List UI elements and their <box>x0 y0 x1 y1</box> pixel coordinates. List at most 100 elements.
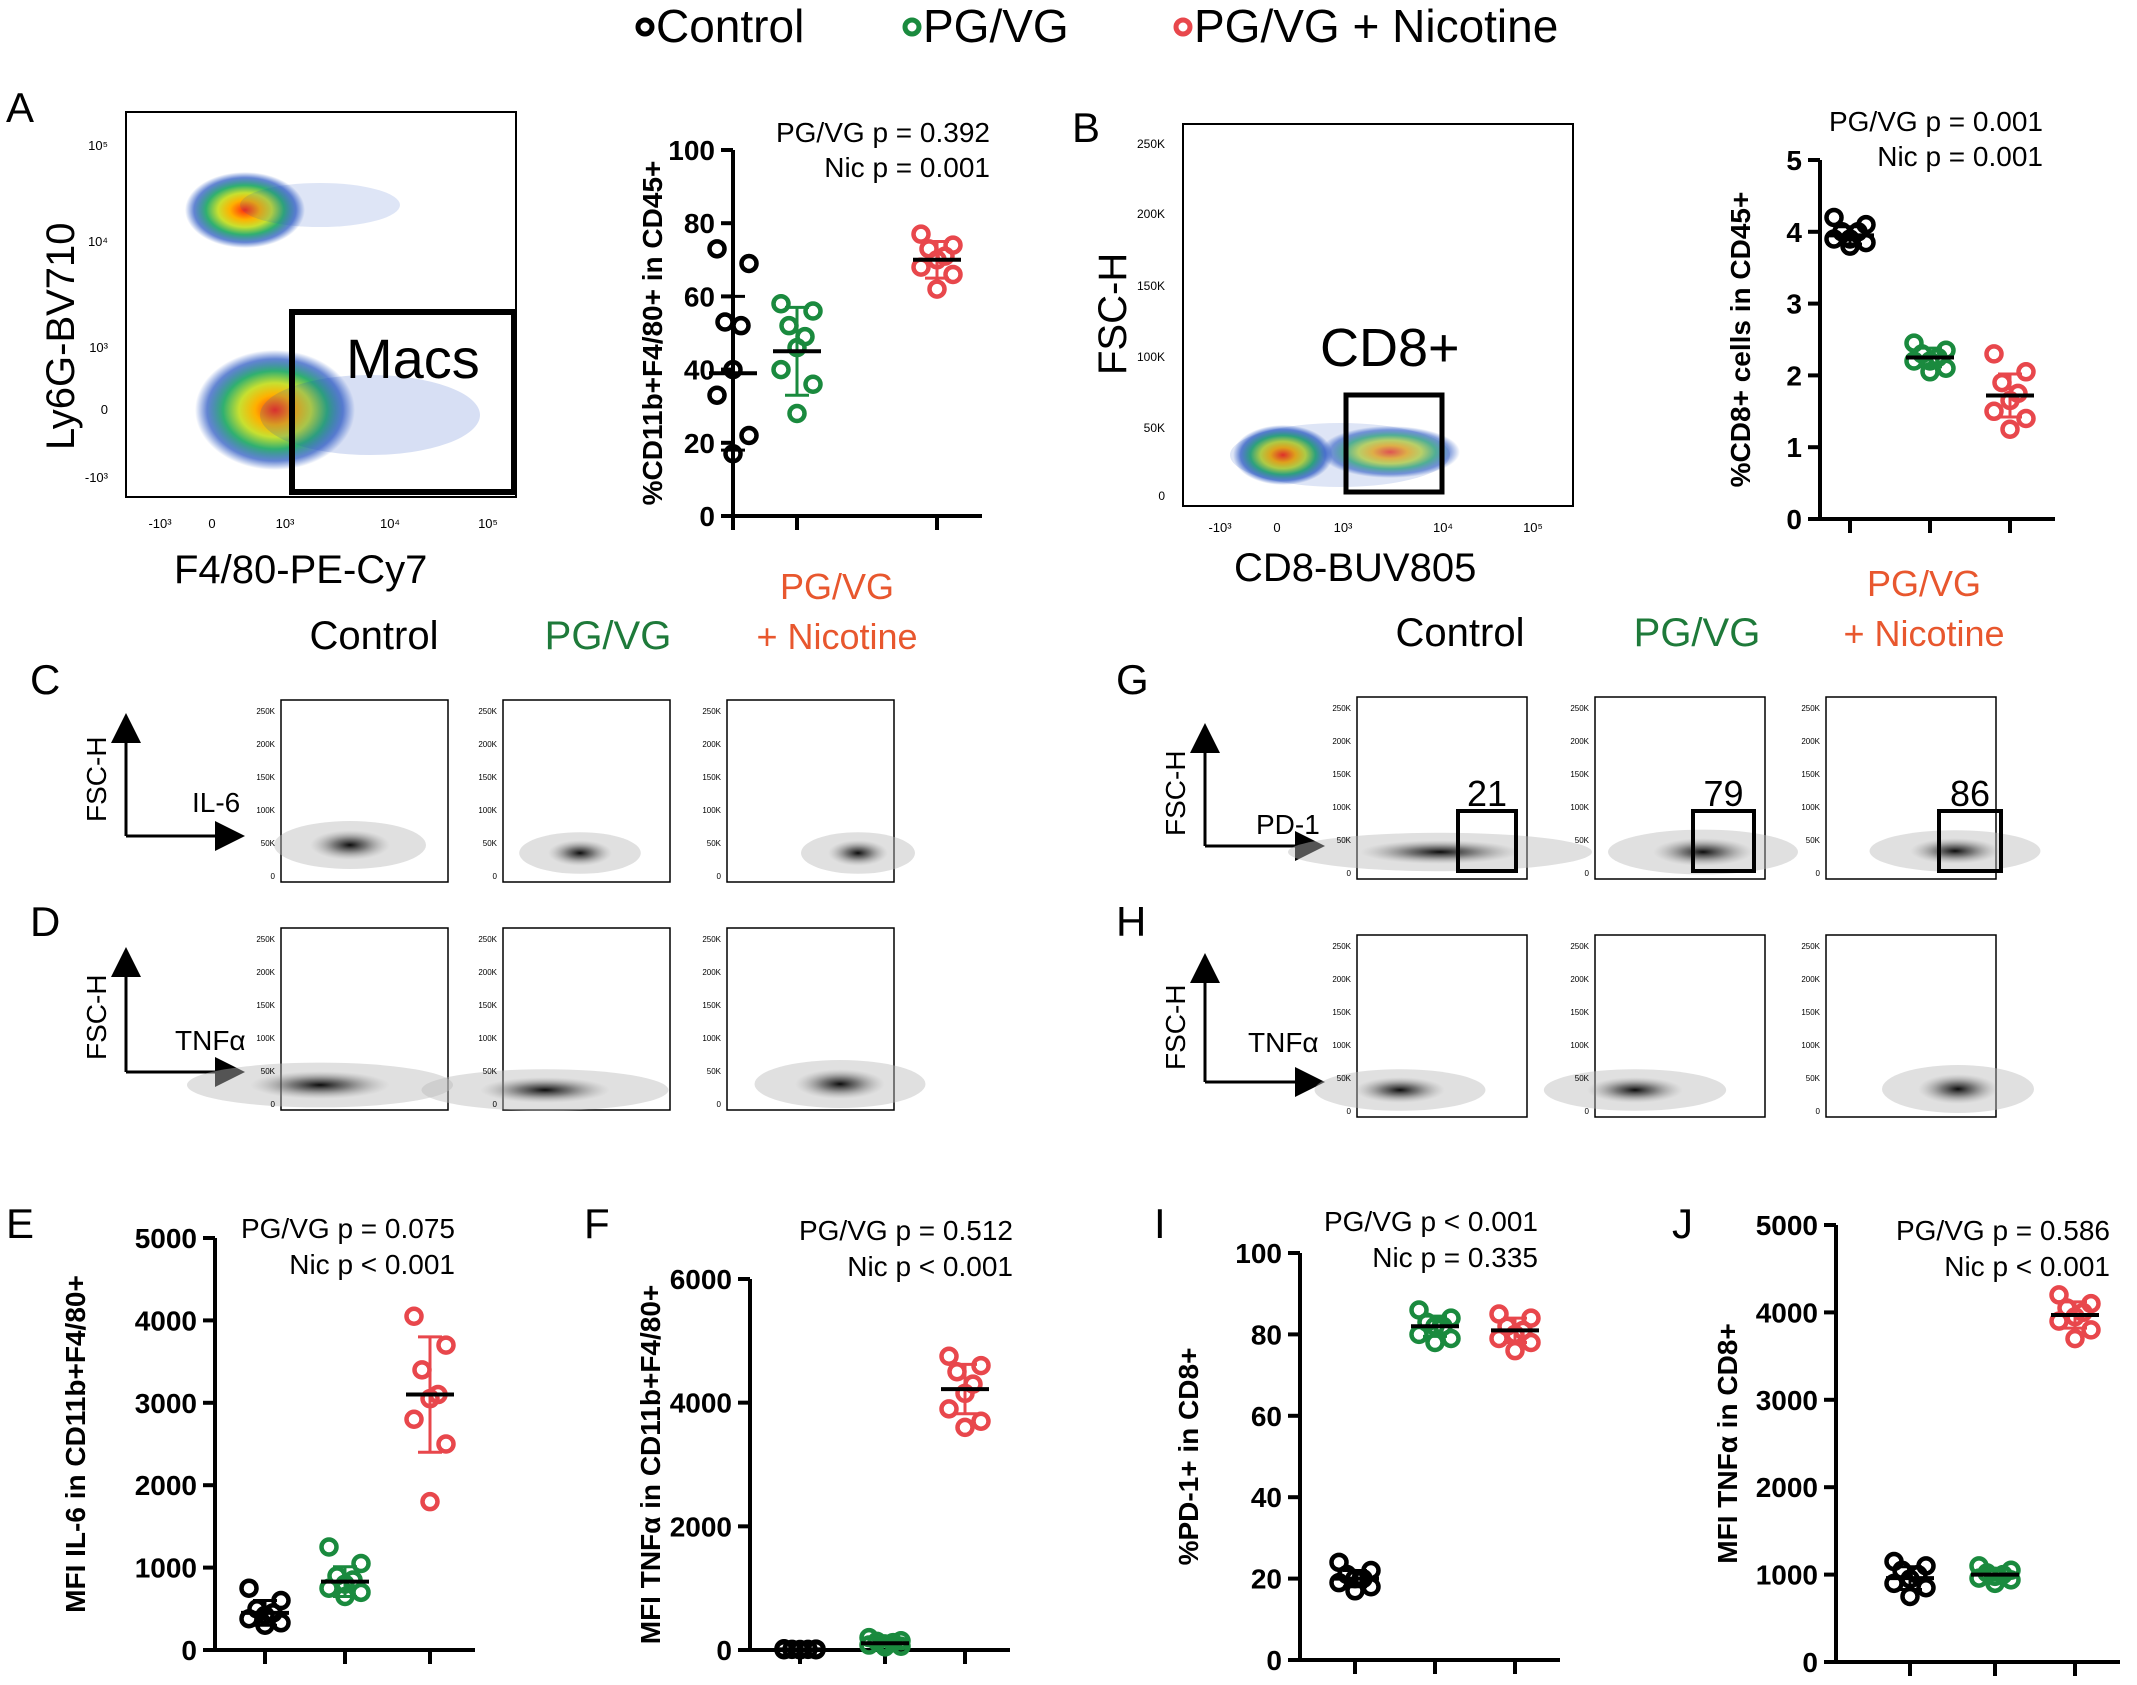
y-tick-label: 40 <box>1251 1482 1282 1513</box>
data-point <box>2016 362 2036 382</box>
mini-ytick: 150K <box>256 773 275 782</box>
panel-a-xlabel: F4/80-PE-Cy7 <box>174 548 427 592</box>
mini-ytick: 100K <box>1801 1041 1820 1050</box>
mini-ytick: 100K <box>478 1034 497 1043</box>
mini-plot-g: 250K 200K 150K 100K 50K 0 86 <box>1801 696 2041 880</box>
mini-ytick: 250K <box>1332 704 1351 713</box>
mini-ytick: 50K <box>1337 1074 1352 1083</box>
mini-ytick: 50K <box>261 1067 276 1076</box>
legend-item-control: Control <box>635 0 804 52</box>
axis-label-fsc: FSC-H <box>81 974 112 1060</box>
mini-ytick: 250K <box>1570 704 1589 713</box>
panel-b-xtick: 10⁴ <box>1433 520 1453 535</box>
legend-label-control: Control <box>656 0 804 52</box>
mini-ytick: 50K <box>707 1067 722 1076</box>
panel-b-xtick: -10³ <box>1208 520 1232 535</box>
y-tick-label: 0 <box>1802 1647 1818 1678</box>
data-point <box>1409 1324 1429 1345</box>
mini-ytick: 200K <box>702 740 721 749</box>
chart-e: 0 1000 2000 3000 4000 5000 MFI IL-6 in CD11b+F… <box>60 1213 475 1666</box>
mini-ytick: 150K <box>1332 770 1351 779</box>
pd1-gate-value: 86 <box>1950 773 1990 814</box>
mini-ytick: 50K <box>483 839 498 848</box>
data-point <box>939 1346 959 1367</box>
pd1-gate <box>1937 809 2003 873</box>
data-point <box>1992 372 2012 393</box>
legend-label-pgvg: PG/VG <box>923 0 1069 52</box>
pd1-gate-value: 79 <box>1703 773 1743 814</box>
y-tick-label: 4000 <box>135 1305 197 1336</box>
cd8-gate <box>1343 392 1445 495</box>
data-point <box>1904 351 1924 371</box>
data-point <box>779 315 799 336</box>
y-tick-label: 0 <box>716 1635 732 1666</box>
y-axis-label: %PD-1+ in CD8+ <box>1173 1348 1204 1566</box>
axis-label-pd1: PD-1 <box>1256 809 1320 840</box>
mini-ytick: 100K <box>1570 803 1589 812</box>
stat-annotation: Nic p = 0.335 <box>1372 1242 1538 1273</box>
data-point <box>2049 1285 2069 1305</box>
data-point <box>771 359 791 380</box>
y-tick-label: 100 <box>1235 1238 1282 1269</box>
mini-ytick: 200K <box>1332 737 1351 746</box>
panel-letter-i: I <box>1154 1200 1166 1247</box>
mini-ytick: 50K <box>261 839 276 848</box>
data-point <box>1916 1577 1936 1598</box>
y-tick-label: 1 <box>1786 432 1802 463</box>
mini-ytick: 150K <box>1332 1008 1351 1017</box>
data-point <box>707 385 727 405</box>
mini-ytick: 150K <box>1801 770 1820 779</box>
mini-ytick: 50K <box>1575 1074 1590 1083</box>
mini-ytick: 50K <box>1575 836 1590 845</box>
pd1-gate-value: 21 <box>1467 773 1507 814</box>
axis-arrow-d: FSC-H TNFα <box>81 947 246 1087</box>
data-point <box>420 1491 440 1512</box>
chart-a: 0 20 40 60 80 100%CD11b+F4/80+ in CD45+ PG/VG … <box>637 117 990 532</box>
y-tick-label: 20 <box>684 428 715 459</box>
pd1-gate <box>1456 809 1518 873</box>
mini-ytick: 0 <box>1585 1107 1590 1116</box>
mini-ytick: 0 <box>493 872 498 881</box>
y-tick-label: 2000 <box>670 1511 732 1542</box>
data-point <box>939 1399 959 1419</box>
axis-arrow-g: FSC-H PD-1 <box>1160 723 1325 861</box>
mini-ytick: 250K <box>256 935 275 944</box>
y-tick-label: 3 <box>1786 289 1802 320</box>
y-tick-label: 5000 <box>135 1223 197 1254</box>
mini-ytick: 100K <box>1801 803 1820 812</box>
y-tick-label: 80 <box>1251 1319 1282 1350</box>
panel-b-xlabel: CD8-BUV805 <box>1234 546 1476 590</box>
panel-letter-f: F <box>584 1200 610 1247</box>
header-right-control: Control <box>1396 611 1525 655</box>
data-point <box>319 1537 339 1557</box>
stat-annotation: Nic p = 0.001 <box>1877 141 2043 172</box>
data-point <box>1441 1328 1461 1349</box>
data-point <box>1900 1586 1920 1607</box>
panel-b-ytick: 150K <box>1137 279 1165 293</box>
data-point <box>911 257 931 277</box>
data-point <box>1329 1572 1349 1593</box>
stat-annotation: Nic p < 0.001 <box>1944 1251 2110 1282</box>
mini-plot-d: 250K 200K 150K 100K 50K 0 <box>421 927 671 1111</box>
mini-plot-g: 250K 200K 150K 100K 50K 0 79 <box>1570 696 1798 880</box>
mini-ytick: 200K <box>478 740 497 749</box>
mini-ytick: 200K <box>1570 975 1589 984</box>
panel-a-xtick: -10³ <box>148 516 172 531</box>
mini-ytick: 200K <box>702 968 721 977</box>
chart-b: 0 1 2 3 4 5 %CD8+ cells in CD45+ PG/VG p = 0.00… <box>1725 106 2055 535</box>
mini-ytick: 0 <box>717 1100 722 1109</box>
data-point <box>707 239 727 259</box>
y-tick-label: 40 <box>684 355 715 386</box>
panel-a-ytick: 10⁴ <box>88 234 108 249</box>
chart-i: 0 20 40 60 80 100 %PD-1+ in CD8+ PG/VG p < 0.00… <box>1173 1206 1560 1676</box>
data-point <box>739 253 759 274</box>
axis-arrow-h: FSC-H TNFα <box>1160 953 1325 1097</box>
panel-a-xtick: 0 <box>208 516 215 531</box>
panel-b-xtick: 10³ <box>1334 520 1353 535</box>
y-tick-label: 100 <box>668 135 715 166</box>
data-point <box>239 1578 259 1598</box>
data-point <box>2000 419 2020 439</box>
mini-ytick: 200K <box>1801 975 1820 984</box>
